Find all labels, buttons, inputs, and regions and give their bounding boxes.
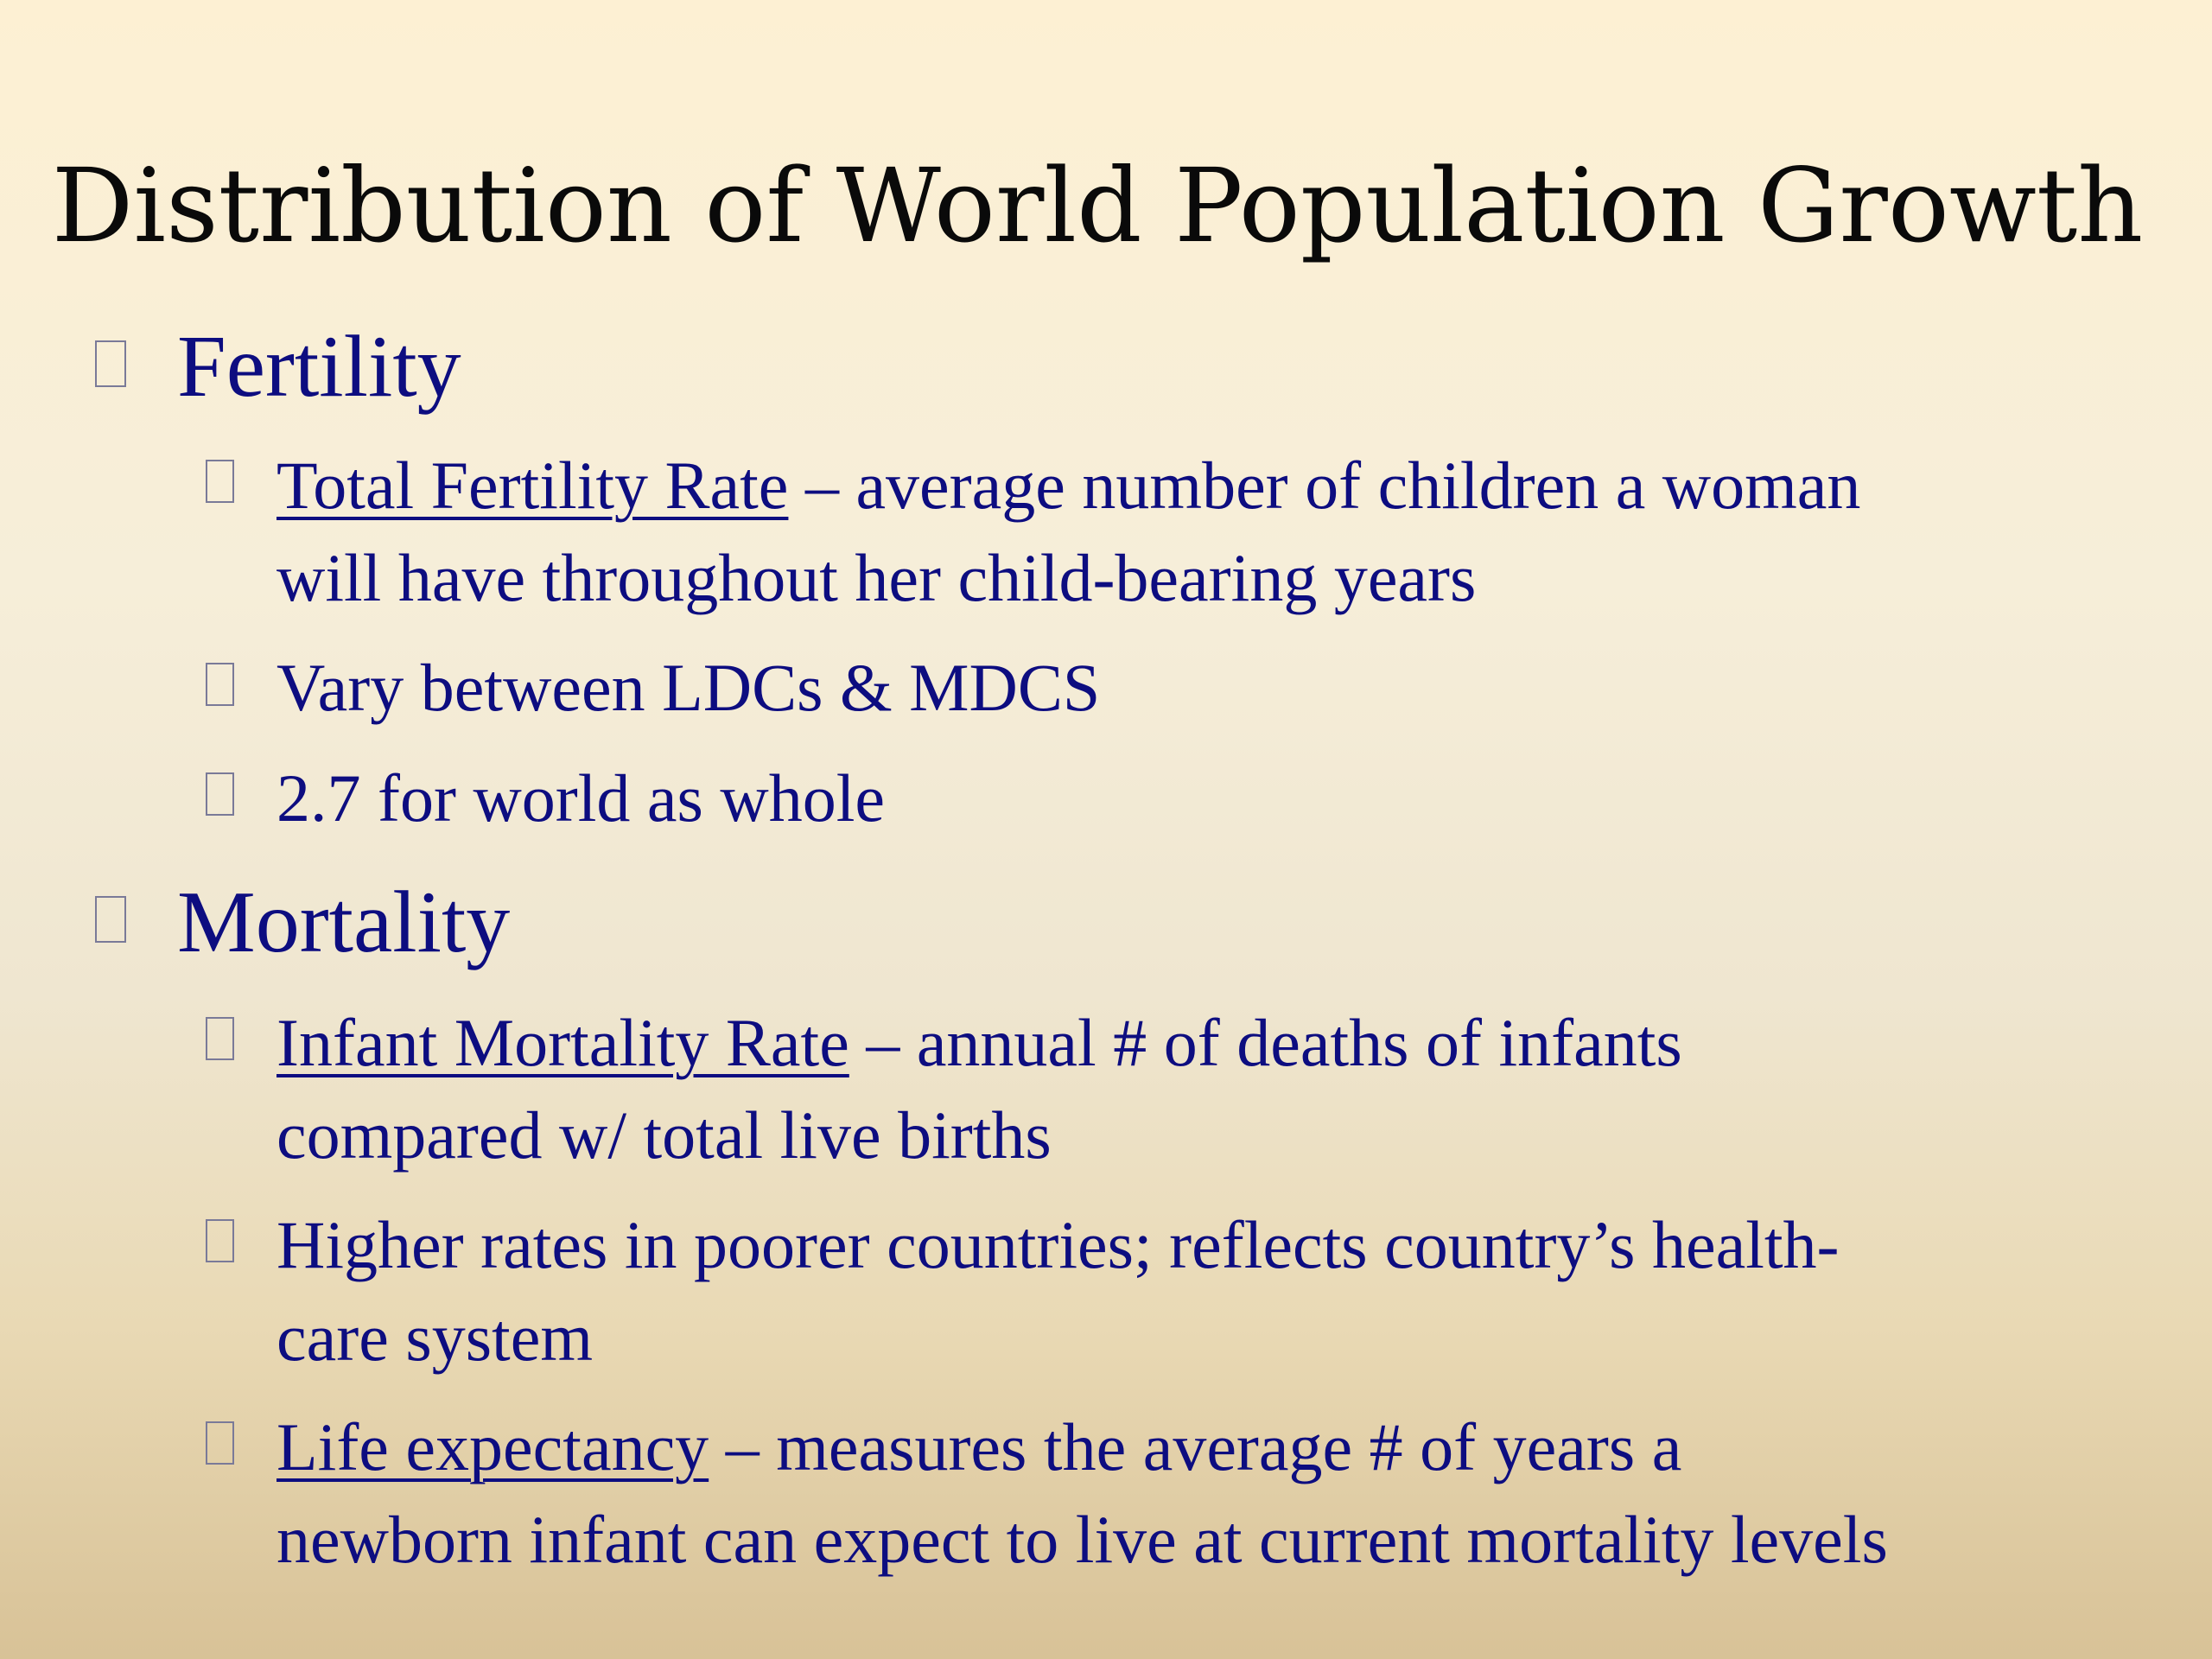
life-expectancy-definition: – measures the average # of years a bbox=[709, 1409, 1682, 1484]
bullet-box-icon bbox=[206, 460, 234, 503]
life-expectancy-line-1: Life expectancy – measures the average #… bbox=[276, 1402, 1681, 1493]
bullet-box-icon bbox=[95, 340, 126, 387]
slide-title: Distribution of World Population Growth bbox=[51, 146, 2144, 265]
higher-rates-line-1: Higher rates in poorer countries; reflec… bbox=[276, 1207, 1840, 1282]
tfr-line-2: will have throughout her child-bearing y… bbox=[276, 540, 1477, 615]
imr-term: Infant Mortality Rate bbox=[276, 1005, 849, 1080]
tfr-line-1: Total Fertility Rate – average number of… bbox=[276, 440, 1860, 531]
imr-line-2: compared w/ total live births bbox=[276, 1097, 1052, 1173]
bullet-box-icon bbox=[95, 896, 126, 943]
bullet-box-icon bbox=[206, 1421, 234, 1465]
bullet-box-icon bbox=[206, 663, 234, 706]
fertility-heading: Fertility bbox=[177, 318, 461, 416]
life-expectancy-term: Life expectancy bbox=[276, 1409, 709, 1484]
tfr-term: Total Fertility Rate bbox=[276, 448, 789, 523]
tfr-definition: – average number of children a woman bbox=[788, 448, 1861, 523]
bullet-box-icon bbox=[206, 1017, 234, 1060]
bullet-box-icon bbox=[206, 1219, 234, 1262]
imr-definition: – annual # of deaths of infants bbox=[849, 1005, 1682, 1080]
vary-item: Vary between LDCs & MDCS bbox=[276, 650, 1101, 725]
imr-line-1: Infant Mortality Rate – annual # of deat… bbox=[276, 997, 1682, 1089]
higher-rates-line-2: care system bbox=[276, 1300, 594, 1375]
life-expectancy-line-2: newborn infant can expect to live at cur… bbox=[276, 1502, 1888, 1577]
mortality-heading: Mortality bbox=[177, 874, 511, 971]
world-rate-item: 2.7 for world as whole bbox=[276, 760, 886, 836]
bullet-box-icon bbox=[206, 772, 234, 816]
